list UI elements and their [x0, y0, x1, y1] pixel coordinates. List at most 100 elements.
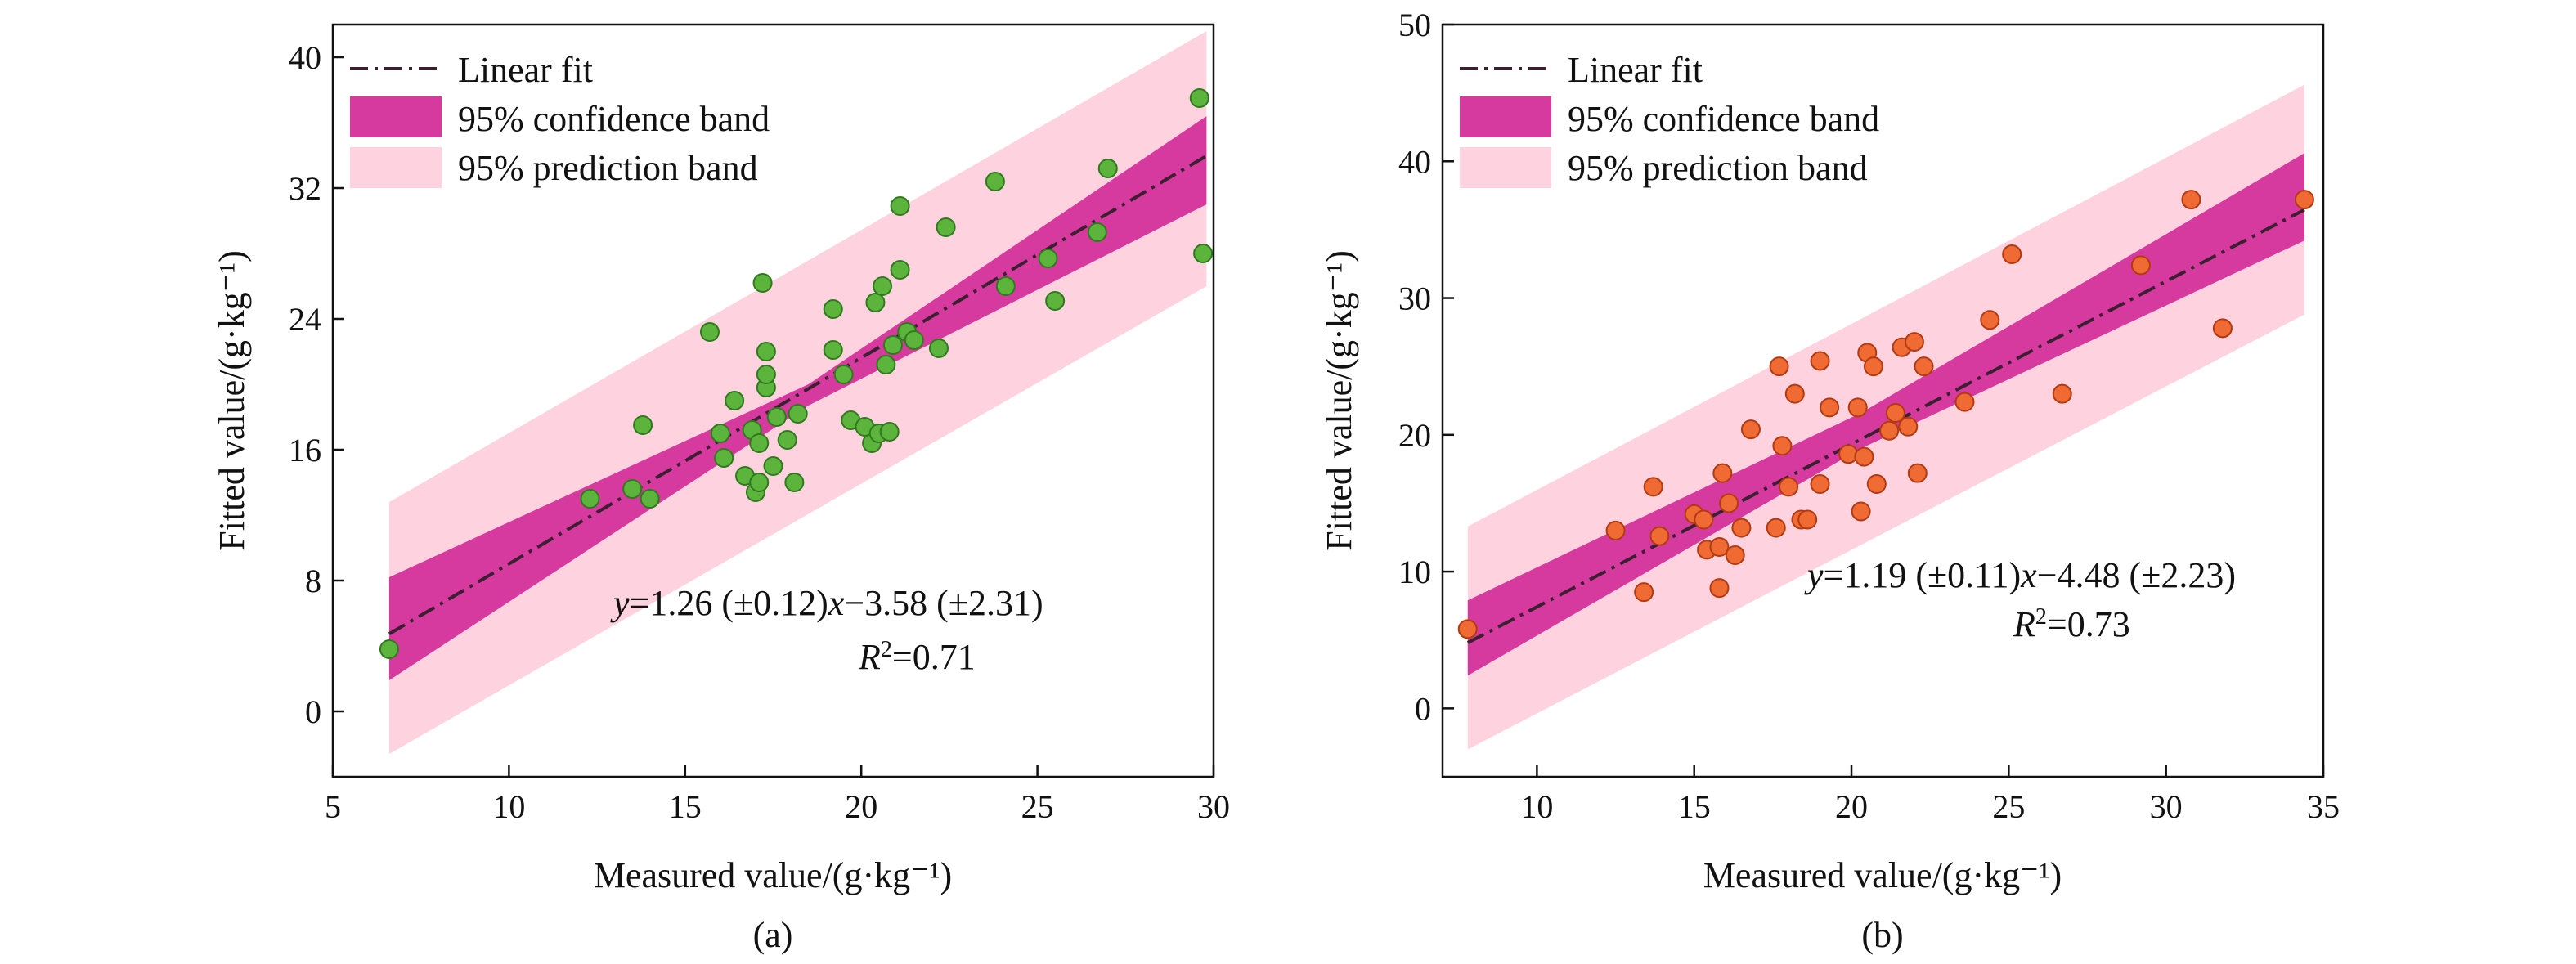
data-point [1731, 518, 1752, 538]
data-point [1740, 419, 1761, 440]
data-point [1605, 520, 1626, 540]
data-point [777, 430, 797, 450]
x-tick-label: 20 [1835, 788, 1868, 825]
data-point [788, 404, 808, 424]
plot-frame-b [1441, 23, 2325, 778]
data-point [1810, 351, 1830, 371]
data-point [756, 342, 776, 361]
legend-confidence-label-a: 95% confidence band [458, 99, 770, 139]
data-point [985, 172, 1005, 191]
legend-prediction-swatch-b [1460, 147, 1551, 188]
data-point [904, 330, 924, 350]
y-axis-ticks-b: 0 10 20 30 40 50 [1398, 7, 1454, 727]
x-tick-label: 5 [325, 788, 341, 825]
data-point [1885, 403, 1905, 424]
data-point [1772, 436, 1793, 456]
data-points-b [1457, 190, 2314, 639]
chart-panel-b: 10 15 20 25 30 35 0 10 20 30 40 50 Linear fit 95% … [1319, 7, 2340, 955]
data-points-a [379, 88, 1214, 659]
legend-a: Linear fit 95% confidence band 95% predi… [350, 50, 770, 188]
data-point [1097, 159, 1118, 178]
x-tick-label: 35 [2307, 788, 2340, 825]
legend-fit-label-a: Linear fit [458, 50, 593, 90]
data-point [580, 489, 600, 509]
data-point [1649, 526, 1670, 546]
x-tick-label: 15 [1678, 788, 1711, 825]
data-point [1863, 356, 1883, 377]
x-tick-label: 10 [1520, 788, 1553, 825]
data-point [1879, 420, 1900, 441]
data-point [890, 260, 910, 280]
data-point [1634, 582, 1654, 603]
y-axis-ticks-a: 0 8 16 24 32 40 [289, 39, 344, 730]
data-point [749, 473, 770, 492]
regression-equation-a: y=1.26 (±0.12)x−3.58 (±2.31) [610, 583, 1043, 623]
x-axis-label-a: Measured value/(g·kg⁻¹) [594, 855, 952, 895]
data-point [2181, 190, 2201, 210]
data-point [1779, 477, 1799, 497]
data-point [865, 293, 886, 312]
x-tick-label: 30 [2150, 788, 2183, 825]
data-point [1087, 222, 1107, 242]
data-point [2052, 383, 2072, 404]
y-tick-label: 16 [289, 432, 321, 469]
y-tick-label: 40 [289, 39, 321, 76]
data-point [752, 273, 773, 293]
data-point [1457, 619, 1478, 639]
confidence-band-a [388, 116, 1207, 680]
legend-prediction-label-b: 95% prediction band [1568, 148, 1868, 188]
data-point [833, 365, 854, 384]
data-point [766, 407, 787, 427]
data-point [1898, 416, 1919, 437]
data-point [725, 391, 745, 410]
r-squared-b: R2=0.73 [2013, 604, 2130, 645]
y-tick-label: 50 [1398, 7, 1431, 43]
data-point [879, 422, 900, 442]
x-tick-label: 25 [1021, 788, 1054, 825]
data-point [2212, 318, 2233, 339]
legend-prediction-label-a: 95% prediction band [458, 148, 758, 188]
data-point [1193, 244, 1214, 263]
data-point [1810, 474, 1830, 495]
data-point [2002, 244, 2022, 265]
regression-equation-b: y=1.19 (±0.11)x−4.48 (±2.23) [1804, 555, 2236, 595]
data-point [1769, 356, 1789, 377]
plot-frame-a [331, 23, 1215, 778]
y-tick-label: 0 [305, 693, 321, 730]
x-tick-label: 10 [492, 788, 525, 825]
legend-confidence-swatch-a [350, 96, 442, 137]
y-axis-label-b: Fitted value/(g·kg⁻¹) [1319, 250, 1359, 551]
data-point [936, 217, 956, 237]
data-point [823, 299, 843, 319]
data-point [1851, 501, 1871, 522]
y-axis-label-a: Fitted value/(g·kg⁻¹) [212, 250, 252, 551]
y-tick-label: 24 [289, 301, 321, 338]
y-tick-label: 8 [305, 563, 321, 599]
x-axis-ticks-b: 10 15 20 25 30 35 [1520, 765, 2340, 825]
data-point [1189, 88, 1209, 108]
y-tick-label: 0 [1415, 690, 1431, 727]
y-tick-label: 32 [289, 170, 321, 207]
x-axis-ticks-a: 5 10 15 20 25 30 [325, 765, 1230, 825]
data-point [873, 276, 893, 296]
data-point [1719, 493, 1739, 513]
data-point [1725, 545, 1745, 566]
data-point [1784, 383, 1805, 404]
legend-confidence-swatch-b [1460, 96, 1551, 137]
data-point [890, 196, 910, 216]
data-point [995, 276, 1016, 296]
data-point [1797, 509, 1818, 530]
data-point [882, 335, 903, 355]
data-point [2294, 190, 2314, 210]
legend-prediction-swatch-a [350, 147, 442, 188]
data-point [784, 473, 805, 492]
data-point [1709, 578, 1730, 599]
x-axis-label-b: Measured value/(g·kg⁻¹) [1703, 855, 2062, 895]
data-point [928, 339, 949, 358]
data-point [1954, 392, 1975, 412]
data-point [1694, 509, 1714, 530]
data-point [640, 489, 660, 509]
y-tick-label: 20 [1398, 417, 1431, 454]
data-point [1643, 477, 1663, 497]
